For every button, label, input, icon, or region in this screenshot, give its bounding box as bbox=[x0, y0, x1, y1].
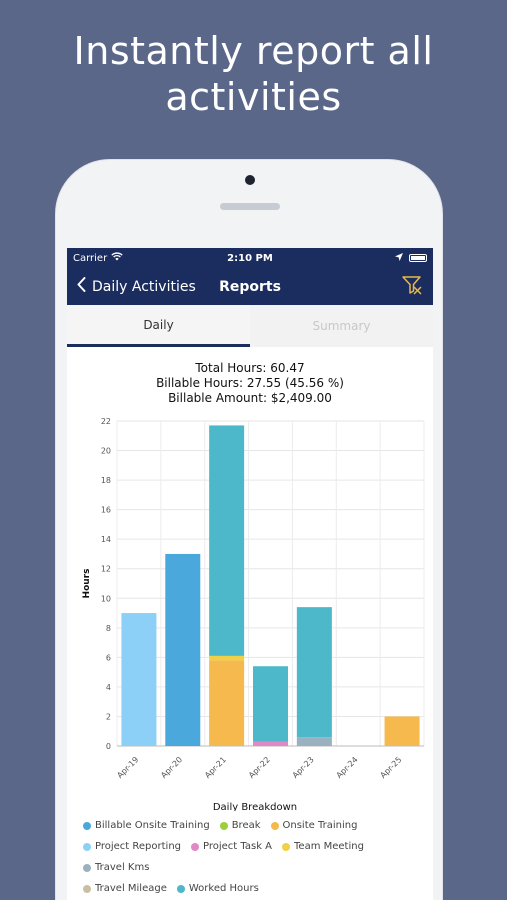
y-tick-label: 20 bbox=[101, 447, 111, 456]
camera bbox=[245, 175, 255, 185]
legend-row: Project Reporting Project Task A Team Meet… bbox=[83, 836, 433, 878]
tab-daily-label: Daily bbox=[143, 317, 174, 332]
tab-summary-label: Summary bbox=[312, 319, 371, 333]
x-axis-title: Daily Breakdown bbox=[213, 802, 297, 811]
total-hours: Total Hours: 60.47 bbox=[195, 361, 305, 375]
legend-label: Travel Mileage bbox=[95, 883, 167, 894]
y-tick-label: 18 bbox=[101, 476, 111, 485]
y-tick-label: 6 bbox=[106, 653, 111, 662]
y-tick-label: 22 bbox=[101, 417, 111, 426]
y-tick-label: 10 bbox=[101, 594, 111, 603]
y-axis-title: Hours bbox=[82, 569, 92, 599]
y-tick-label: 12 bbox=[101, 565, 111, 574]
carrier-group: Carrier bbox=[73, 252, 123, 264]
status-right-group bbox=[395, 252, 427, 264]
y-tick-label: 0 bbox=[106, 742, 111, 751]
legend-item[interactable]: Break bbox=[219, 815, 261, 836]
tab-bar: Daily Summary bbox=[67, 305, 433, 347]
carrier-label: Carrier bbox=[73, 252, 108, 264]
legend-swatch bbox=[83, 821, 91, 830]
totals-summary: Total Hours: 60.47 Billable Hours: 27.55… bbox=[67, 361, 433, 406]
x-tick-label: Apr-24 bbox=[335, 755, 360, 780]
legend-label: Onsite Training bbox=[282, 820, 358, 831]
y-tick-label: 16 bbox=[101, 506, 111, 515]
filter-icon bbox=[401, 275, 423, 300]
legend-label: Worked Hours bbox=[188, 883, 259, 894]
bar-segment bbox=[209, 425, 245, 656]
x-tick-label: Apr-22 bbox=[247, 755, 272, 780]
headline-line-1: Instantly report all bbox=[73, 29, 434, 73]
tab-summary[interactable]: Summary bbox=[250, 305, 433, 347]
headline: Instantly report all activities bbox=[0, 28, 507, 120]
x-tick-label: Apr-19 bbox=[115, 755, 140, 780]
legend-swatch bbox=[282, 842, 291, 851]
billable-hours: Billable Hours: 27.55 (45.56 %) bbox=[156, 376, 344, 390]
filter-button[interactable] bbox=[401, 274, 423, 300]
bar-segment bbox=[165, 553, 201, 746]
chart-legend: Billable Onsite Training Break Onsite Trai… bbox=[83, 815, 433, 899]
y-tick-label: 2 bbox=[106, 712, 111, 721]
legend-swatch bbox=[191, 842, 200, 851]
back-button-label: Daily Activities bbox=[92, 278, 196, 295]
bar-segment bbox=[121, 613, 157, 746]
y-tick-label: 14 bbox=[101, 535, 111, 544]
legend-swatch bbox=[219, 821, 228, 830]
chart-svg: 0 2 4 6 8 10 12 14 16 18 20 22 Apr-19 Apr-20 Apr-21 Apr… bbox=[82, 417, 425, 813]
legend-swatch bbox=[83, 884, 91, 893]
legend-swatch bbox=[83, 863, 91, 872]
x-tick-label: Apr-25 bbox=[378, 755, 403, 780]
legend-label: Project Task A bbox=[203, 841, 273, 852]
legend-item[interactable]: Team Meeting bbox=[282, 836, 364, 857]
bar-segment bbox=[296, 737, 332, 746]
battery-icon bbox=[409, 254, 427, 262]
legend-item[interactable]: Travel Mileage bbox=[83, 878, 167, 899]
legend-row: Billable Onsite Training Break Onsite Trai… bbox=[83, 815, 433, 836]
chevron-left-icon bbox=[77, 277, 86, 296]
x-tick-label: Apr-23 bbox=[291, 755, 316, 780]
legend-swatch bbox=[83, 842, 91, 851]
back-button[interactable]: Daily Activities bbox=[77, 277, 196, 296]
daily-chart: 0 2 4 6 8 10 12 14 16 18 20 22 Apr-19 Apr-20 Apr-21 Apr… bbox=[67, 411, 433, 813]
bar-segment bbox=[296, 607, 332, 738]
speaker-grille bbox=[220, 203, 280, 210]
location-arrow-icon bbox=[395, 252, 403, 264]
x-tick-label: Apr-20 bbox=[159, 755, 184, 780]
legend-label: Project Reporting bbox=[95, 841, 182, 852]
legend-swatch bbox=[176, 884, 185, 893]
wifi-icon bbox=[111, 252, 123, 264]
navigation-bar: Daily Activities Reports bbox=[67, 268, 433, 305]
legend-label: Break bbox=[231, 820, 261, 831]
legend-item[interactable]: Project Reporting bbox=[83, 836, 181, 857]
status-bar: Carrier 2:10 PM bbox=[67, 248, 433, 268]
tab-daily[interactable]: Daily bbox=[67, 305, 250, 347]
bar-segment bbox=[384, 716, 420, 746]
app-screen: Carrier 2:10 PM Daily Activities Reports bbox=[67, 248, 433, 900]
legend-label: Billable Onsite Training bbox=[95, 820, 210, 831]
billable-amount: Billable Amount: $2,409.00 bbox=[168, 391, 332, 405]
legend-label: Travel Kms bbox=[95, 862, 150, 873]
legend-item[interactable]: Travel Kms bbox=[83, 857, 149, 878]
legend-item[interactable]: Project Task A bbox=[191, 836, 272, 857]
bar-segment bbox=[209, 655, 245, 661]
status-time: 2:10 PM bbox=[227, 252, 273, 264]
bar-segment bbox=[209, 660, 245, 746]
x-tick-label: Apr-21 bbox=[203, 755, 228, 780]
legend-row: Travel Mileage Worked Hours bbox=[83, 878, 433, 899]
headline-line-2: activities bbox=[165, 75, 342, 119]
legend-swatch bbox=[270, 821, 279, 830]
legend-label: Team Meeting bbox=[294, 841, 364, 852]
y-tick-label: 4 bbox=[106, 683, 111, 692]
y-tick-label: 8 bbox=[106, 624, 111, 633]
legend-item[interactable]: Billable Onsite Training bbox=[83, 815, 210, 836]
bar-segment bbox=[253, 741, 288, 746]
legend-item[interactable]: Worked Hours bbox=[176, 878, 259, 899]
bar-segment bbox=[253, 666, 288, 742]
legend-item[interactable]: Onsite Training bbox=[270, 815, 358, 836]
